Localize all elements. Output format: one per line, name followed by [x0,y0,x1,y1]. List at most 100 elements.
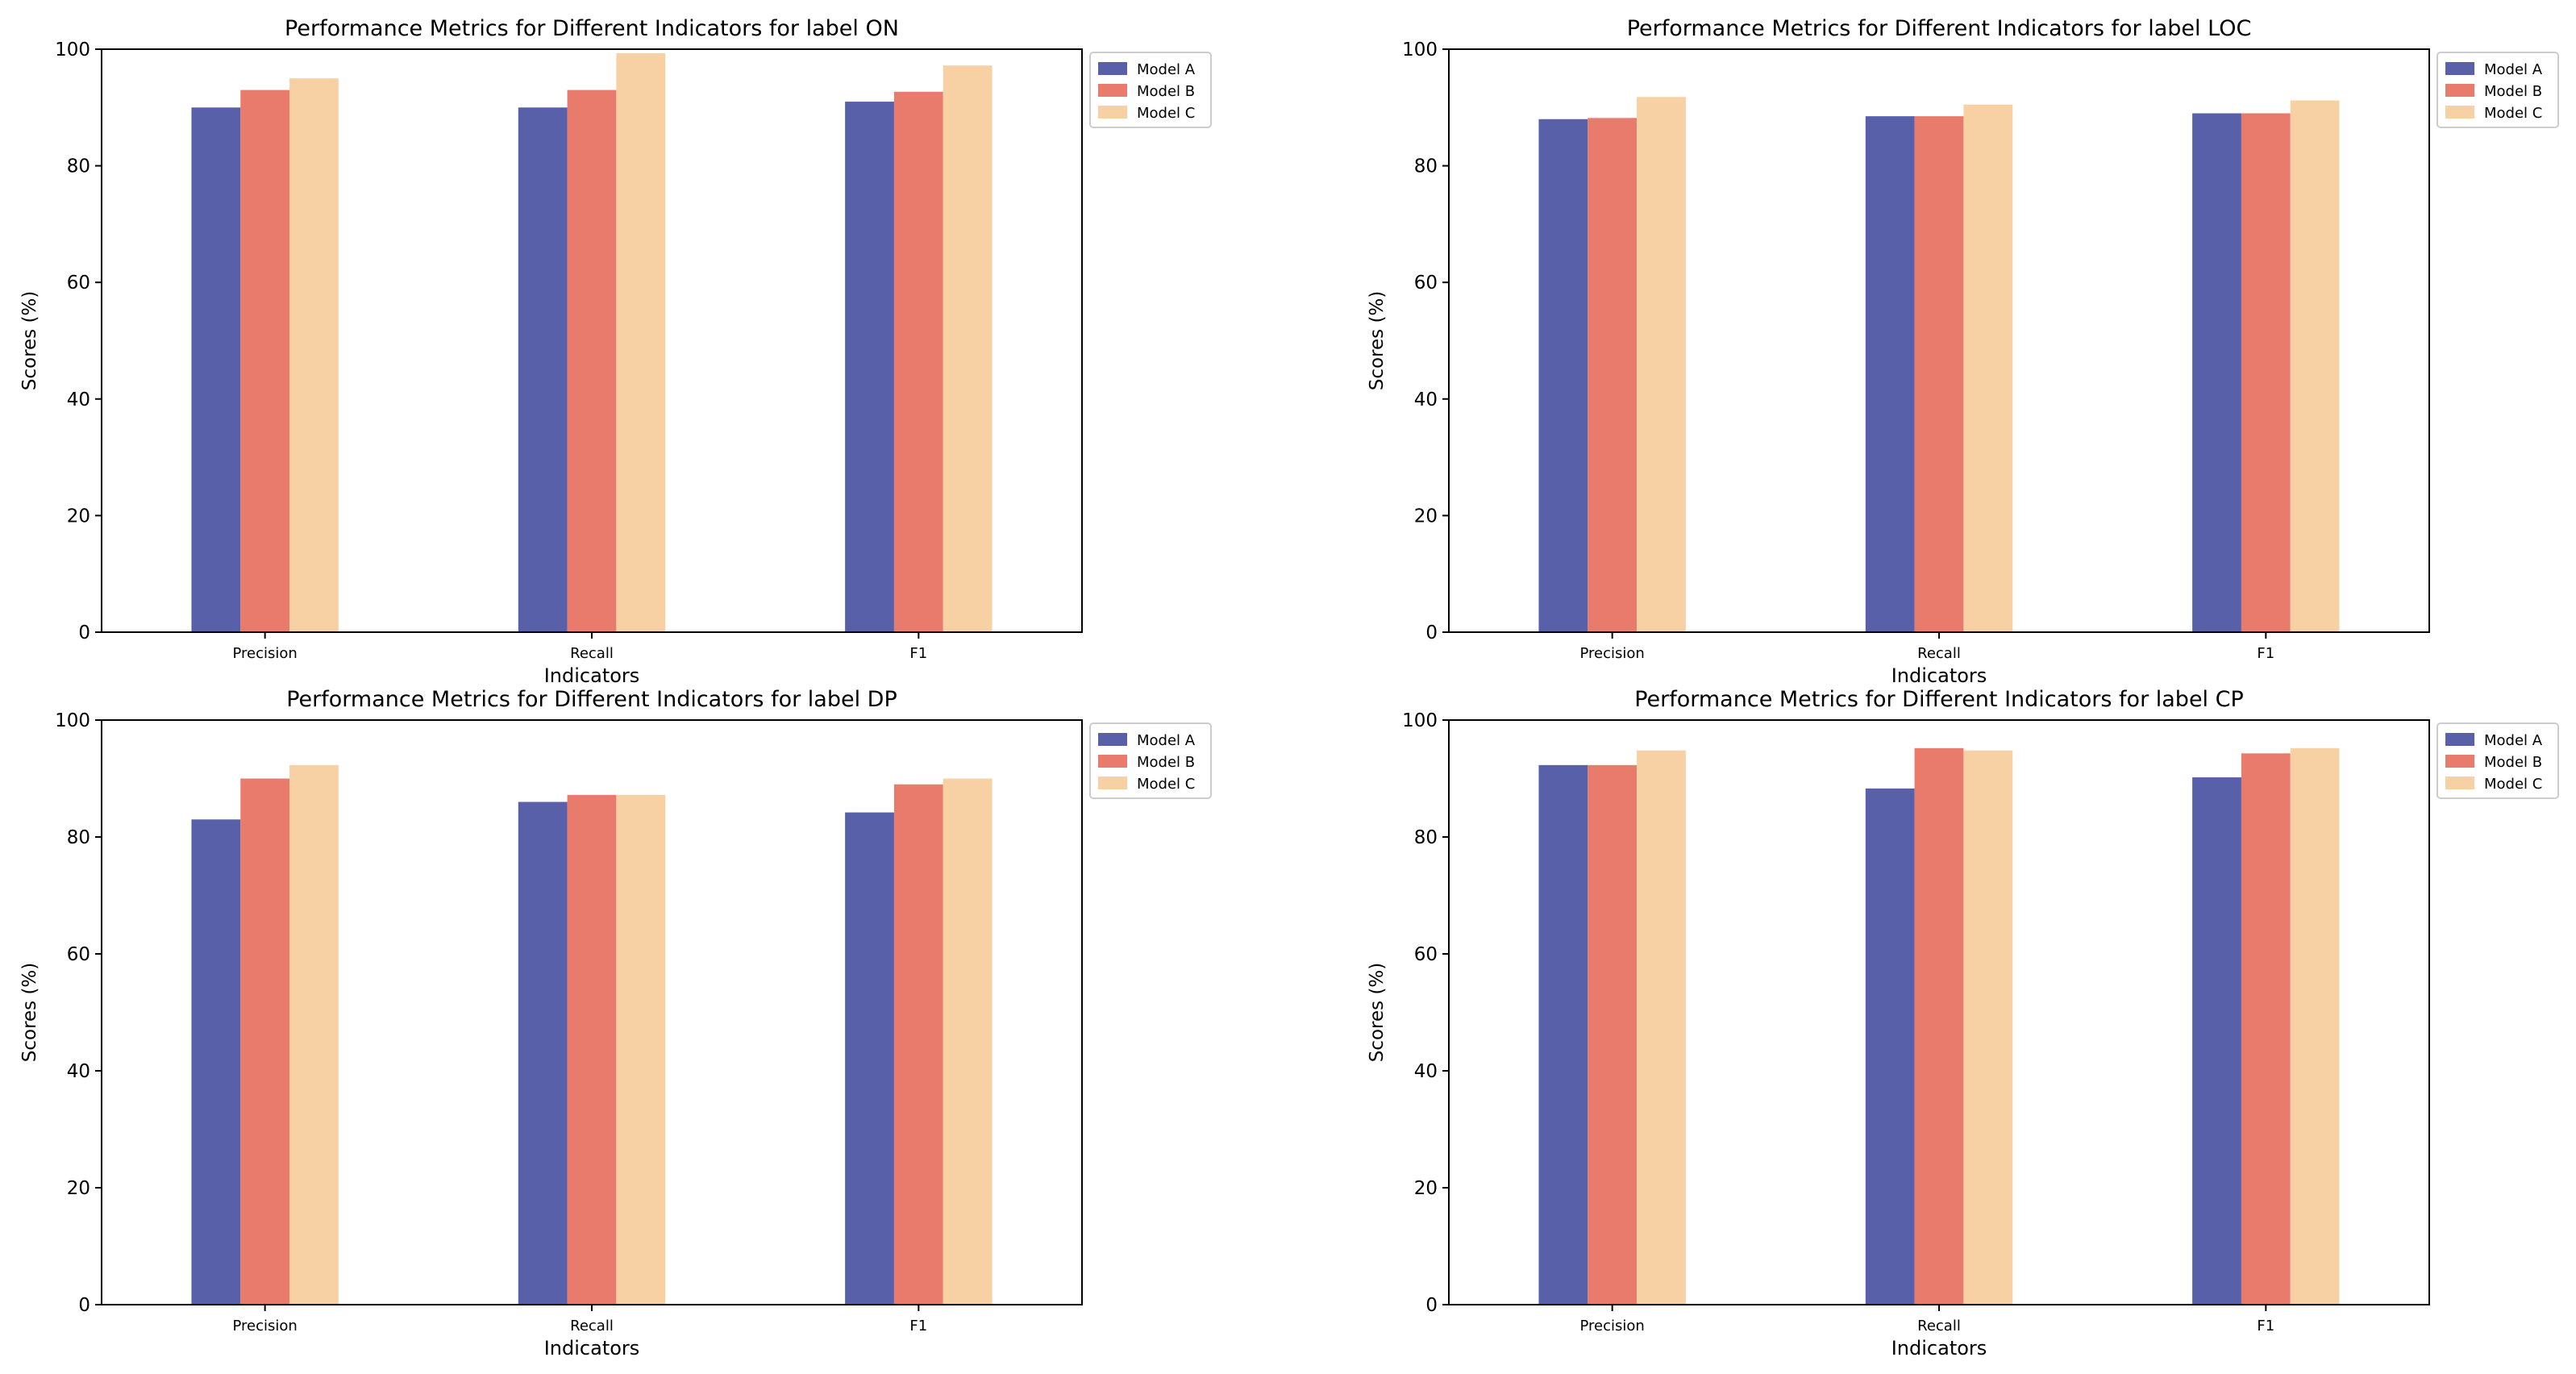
x-tick-label-precision: Precision [1580,645,1645,662]
chart-panel-2: Performance Metrics for Different Indica… [1367,16,2559,687]
bar-model-a-precision [191,107,241,633]
legend-label-model-a: Model A [2484,732,2543,749]
x-axis-label: Indicators [1891,664,1987,687]
chart-panel-1: Performance Metrics for Different Indica… [19,16,1212,687]
legend-label-model-c: Model C [1137,776,1195,793]
bar-model-b-recall [567,794,617,1305]
legend-swatch-model-a [1098,733,1127,746]
bar-model-a-precision [1538,764,1588,1305]
bar-model-c-f1 [943,65,993,632]
y-tick-label: 20 [67,506,90,527]
bar-model-c-f1 [2290,100,2340,632]
x-tick-label-recall: Recall [570,1318,614,1334]
y-tick-label: 40 [1414,1061,1438,1082]
y-tick-label: 0 [1425,1295,1438,1316]
chart-panel-3: Performance Metrics for Different Indica… [19,687,1212,1359]
y-tick-label: 60 [1414,273,1438,294]
bar-model-b-precision [240,90,290,633]
legend: Model A Model B Model C [2437,722,2559,799]
x-tick-label-f1: F1 [909,645,927,662]
x-tick-label-precision: Precision [233,1318,298,1334]
x-tick-label-f1: F1 [2257,1318,2274,1334]
bar-model-b-f1 [893,91,943,633]
legend-swatch-model-c [1098,777,1127,789]
bar-model-c-recall [1963,750,2013,1305]
bar-model-c-f1 [943,778,993,1305]
bar-model-a-precision [191,819,241,1305]
x-tick-label-recall: Recall [1917,645,1961,662]
chart-title: Performance Metrics for Different Indica… [285,16,899,41]
bar-model-b-precision [1588,764,1638,1305]
x-tick-label-f1: F1 [2257,645,2274,662]
x-tick-label-f1: F1 [909,1318,927,1334]
bar-model-c-precision [1637,97,1686,632]
legend-swatch-model-b [2445,84,2474,97]
chart-title: Performance Metrics for Different Indica… [1634,687,2244,712]
legend: Model A Model B Model C [1089,722,1212,799]
x-axis-label: Indicators [1891,1337,1987,1359]
legend: Model A Model B Model C [1089,52,1212,128]
bar-model-b-precision [1588,118,1638,633]
legend-label-model-a: Model A [1137,61,1196,78]
bar-model-a-f1 [2192,113,2241,632]
y-tick-label: 60 [1414,944,1438,965]
legend-label-model-a: Model A [2484,61,2543,78]
chart-title: Performance Metrics for Different Indica… [286,687,897,712]
chart-title: Performance Metrics for Different Indica… [1627,16,2252,41]
legend-swatch-model-a [1098,62,1127,75]
bar-model-c-precision [1637,750,1686,1305]
bar-model-a-recall [1865,788,1915,1305]
y-tick-label: 60 [67,944,90,965]
chart-panel-4: Performance Metrics for Different Indica… [1367,687,2559,1359]
bar-model-c-recall [616,53,666,633]
y-tick-label: 80 [67,156,90,177]
y-tick-label: 100 [55,710,90,731]
y-tick-label: 80 [1414,156,1438,177]
y-axis-label: Scores (%) [1367,291,1388,391]
y-tick-label: 20 [67,1178,90,1199]
y-tick-label: 80 [67,827,90,848]
legend-label-model-b: Model B [1137,83,1195,100]
bar-model-b-f1 [893,784,943,1305]
legend-swatch-model-c [2445,106,2474,119]
x-axis-label: Indicators [544,1337,640,1359]
x-tick-label-precision: Precision [1580,1318,1645,1334]
y-axis-label: Scores (%) [19,291,40,391]
bar-model-b-recall [1914,116,1964,632]
x-tick-label-recall: Recall [570,645,614,662]
x-tick-label-recall: Recall [1917,1318,1961,1334]
bar-model-a-recall [1865,116,1915,632]
y-tick-label: 40 [1414,389,1438,410]
legend-swatch-model-c [1098,106,1127,119]
legend-label-model-a: Model A [1137,732,1196,749]
x-tick-label-precision: Precision [233,645,298,662]
y-tick-label: 40 [67,389,90,410]
bar-model-c-f1 [2290,747,2340,1305]
legend-swatch-model-a [2445,733,2474,746]
x-axis-label: Indicators [544,664,640,687]
bar-model-c-recall [1963,104,2013,632]
bar-model-c-precision [289,764,339,1305]
bar-model-a-precision [1538,119,1588,632]
y-axis-label: Scores (%) [19,963,40,1063]
y-tick-label: 100 [1402,710,1438,731]
y-tick-label: 20 [1414,1178,1438,1199]
bar-model-a-f1 [2192,777,2241,1305]
bar-model-b-precision [240,778,290,1305]
bar-model-b-recall [1914,747,1964,1305]
bar-model-c-recall [616,794,666,1305]
bar-model-a-recall [518,107,568,633]
y-tick-label: 100 [1402,40,1438,60]
bar-model-b-recall [567,90,617,633]
y-tick-label: 0 [78,622,90,643]
legend: Model A Model B Model C [2437,52,2559,128]
legend-swatch-model-b [1098,755,1127,768]
legend-label-model-c: Model C [2484,105,2542,122]
legend-swatch-model-a [2445,62,2474,75]
bar-model-b-f1 [2241,113,2291,632]
y-tick-label: 60 [67,273,90,294]
legend-swatch-model-b [2445,755,2474,768]
y-tick-label: 0 [1425,622,1438,643]
legend-label-model-c: Model C [2484,776,2542,793]
